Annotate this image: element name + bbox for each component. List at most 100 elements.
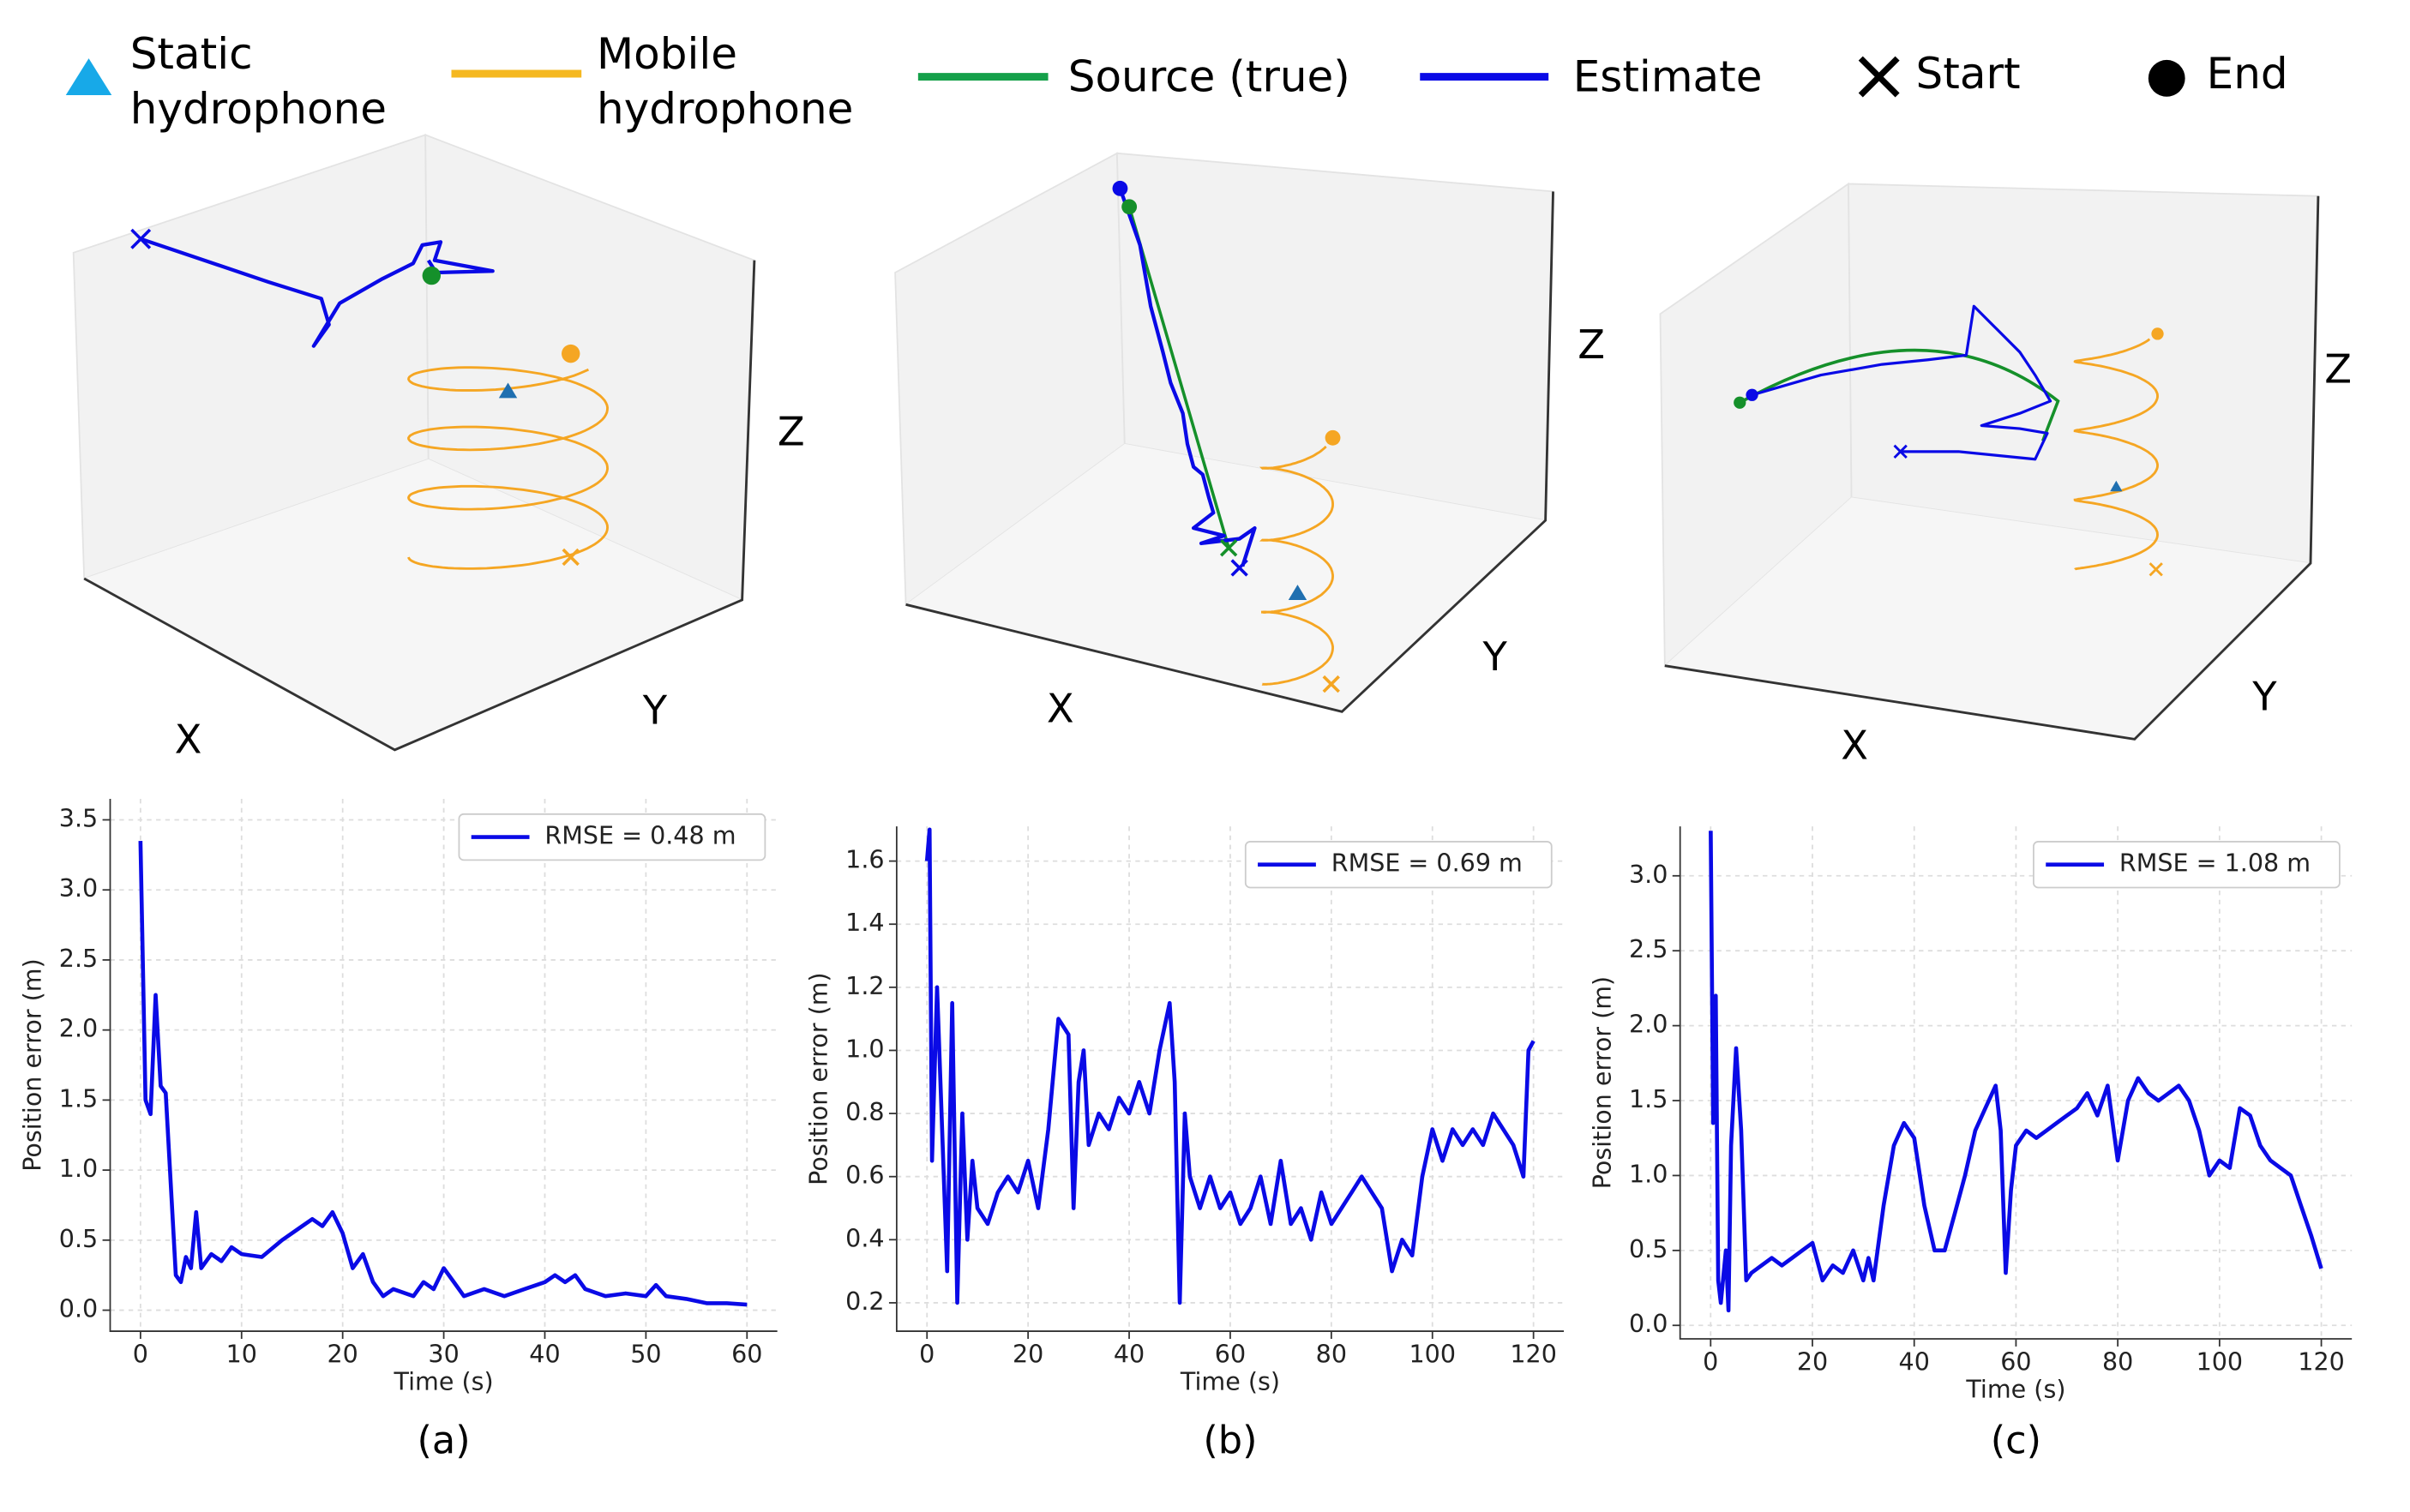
- end-marker: [1112, 180, 1128, 196]
- x-tick-label: 20: [1797, 1347, 1828, 1377]
- end-marker: [2151, 327, 2164, 340]
- y-tick-label: 0.2: [845, 1287, 884, 1316]
- legend-dot: [2148, 59, 2185, 97]
- legend-text: hydrophone: [130, 84, 387, 134]
- y-tick-label: 3.5: [59, 803, 98, 832]
- end-marker: [422, 266, 442, 285]
- series-line: [138, 841, 748, 1307]
- y-tick-label: 3.0: [59, 873, 98, 903]
- y-tick-label: 1.0: [1629, 1159, 1668, 1188]
- mobile-path: [407, 366, 609, 570]
- scene-3d: X Y Z: [1659, 182, 2352, 769]
- y-axis-label: Position error (m): [804, 972, 833, 1185]
- legend-text: Mobile: [597, 29, 737, 79]
- source-path: [1127, 206, 1230, 549]
- x-tick-label: 100: [2197, 1347, 2244, 1377]
- x-tick-label: 50: [630, 1340, 661, 1369]
- start-marker: [1230, 559, 1248, 577]
- start-marker: [1322, 675, 1340, 693]
- y-tick-label: 1.4: [845, 908, 884, 937]
- panel-caption: (a): [418, 1418, 471, 1462]
- panel-caption: (b): [1203, 1418, 1257, 1462]
- legend-text: Estimate: [1573, 52, 1763, 102]
- y-tick-label: 0.5: [1629, 1234, 1668, 1263]
- axis-label: Y: [642, 687, 668, 734]
- end-marker: [1734, 396, 1746, 409]
- x-axis-label: Time (s): [1180, 1367, 1280, 1396]
- x-tick-label: 40: [1114, 1340, 1145, 1369]
- x-tick-label: 100: [1409, 1340, 1457, 1369]
- end-marker: [562, 344, 580, 363]
- static-marker: [1288, 585, 1307, 600]
- legend-cross: [1858, 56, 1900, 98]
- start-marker: [1219, 539, 1238, 557]
- y-tick-label: 1.5: [59, 1083, 98, 1113]
- y-tick-label: 0.0: [59, 1294, 98, 1323]
- y-tick-label: 1.5: [1629, 1084, 1668, 1113]
- scene-3d: X Y Z: [72, 134, 805, 762]
- y-tick-label: 2.5: [59, 944, 98, 973]
- x-tick-label: 0: [133, 1340, 148, 1369]
- line-chart: 0.0 0.5 1.0 1.5 2.0 2.5 3.0 0 20 40 60 80 100 120 Time…: [1587, 826, 2353, 1462]
- axis-label: Z: [2324, 346, 2352, 393]
- y-axis-label: Position error (m): [1587, 976, 1616, 1190]
- y-tick-label: 2.0: [1629, 1010, 1668, 1039]
- axis-spine: [895, 826, 1565, 1332]
- legend-box: [2033, 841, 2341, 889]
- axis-label: Z: [1578, 321, 1605, 368]
- axis-label: X: [1047, 686, 1074, 732]
- y-tick-label: 0.4: [845, 1223, 884, 1252]
- axis-edge: [1664, 195, 2320, 741]
- legend-text: hydrophone: [597, 84, 853, 134]
- legend-label: RMSE = 0.69 m: [1331, 849, 1523, 878]
- legend-text: Source (true): [1068, 52, 1350, 102]
- x-tick-label: 20: [328, 1340, 358, 1369]
- source-path: [1739, 348, 2060, 441]
- axis-label: Y: [1482, 633, 1508, 680]
- x-tick-label: 10: [226, 1340, 257, 1369]
- axis-edge: [83, 260, 756, 752]
- legend-text: Start: [1916, 49, 2021, 99]
- pane: [84, 459, 742, 750]
- legend-text: End: [2207, 49, 2288, 99]
- x-tick-label: 60: [2000, 1347, 2031, 1377]
- x-tick-label: 40: [529, 1340, 560, 1369]
- end-marker: [1325, 429, 1341, 446]
- axis-spine: [109, 798, 778, 1332]
- line-chart: 0.2 0.4 0.6 0.8 1.0 1.2 1.4 1.6 0 20 40 60 80 100 120 T…: [804, 826, 1565, 1462]
- end-marker: [1121, 199, 1138, 215]
- mobile-path: [2073, 338, 2159, 571]
- y-tick-label: 1.0: [845, 1034, 884, 1063]
- legend-label: RMSE = 1.08 m: [2119, 849, 2311, 878]
- series-line: [1709, 831, 2323, 1313]
- start-marker: [562, 548, 580, 567]
- x-axis-label: Time (s): [1965, 1375, 2065, 1404]
- axis-spine: [1679, 826, 2353, 1340]
- end-marker: [1746, 388, 1758, 401]
- start-marker: [2149, 562, 2163, 577]
- y-tick-label: 0.0: [1629, 1309, 1668, 1338]
- y-tick-label: 0.8: [845, 1097, 884, 1126]
- estimate-path: [1118, 188, 1257, 567]
- legend-label: RMSE = 0.48 m: [544, 821, 736, 850]
- x-axis-label: Time (s): [394, 1367, 494, 1396]
- y-tick-label: 1.2: [845, 971, 884, 1000]
- figure-legend: Static hydrophone Mobile hydrophone Sour…: [65, 29, 2288, 134]
- pane: [905, 443, 1546, 712]
- x-tick-label: 40: [1899, 1347, 1930, 1377]
- x-tick-label: 0: [919, 1340, 935, 1369]
- static-marker: [2110, 480, 2123, 492]
- x-tick-label: 60: [731, 1340, 762, 1369]
- x-tick-label: 60: [1215, 1340, 1246, 1369]
- panel-caption: (c): [1991, 1418, 2041, 1462]
- legend-text: Static: [130, 29, 253, 79]
- estimate-path: [1752, 304, 2052, 461]
- legend-box: [1244, 841, 1553, 889]
- start-marker: [130, 228, 152, 249]
- x-tick-label: 120: [1510, 1340, 1556, 1369]
- x-tick-label: 20: [1013, 1340, 1043, 1369]
- static-marker: [498, 382, 518, 399]
- pane: [1848, 183, 2319, 565]
- axis-label: X: [1841, 723, 1868, 769]
